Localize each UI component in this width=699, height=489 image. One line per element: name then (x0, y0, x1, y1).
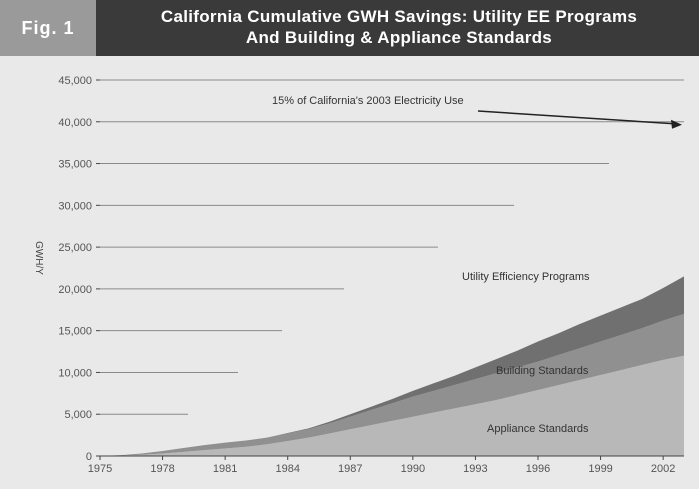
x-tick-label: 1996 (526, 463, 550, 475)
y-tick-label: 0 (86, 451, 92, 463)
x-tick-label: 1987 (338, 463, 362, 475)
y-tick-label: 5,000 (64, 409, 92, 421)
stacked-areas (100, 276, 684, 456)
y-tick-labels: 0 5,000 10,000 15,000 20,000 25,000 30,000 35,0… (58, 75, 92, 463)
axes (96, 79, 684, 460)
chart-title-line2: And Building & Appliance Standards (245, 28, 553, 47)
y-tick-label: 20,000 (58, 284, 92, 296)
x-tick-label: 1978 (150, 463, 174, 475)
label-utility-efficiency-programs: Utility Efficiency Programs (462, 271, 590, 283)
x-tick-label: 1999 (588, 463, 612, 475)
area-appliance-standards (100, 355, 684, 456)
x-tick-label: 1981 (213, 463, 237, 475)
x-tick-label: 1993 (463, 463, 487, 475)
y-tick-label: 15,000 (58, 326, 92, 338)
x-tick-label: 1984 (275, 463, 299, 475)
chart-title-line1: California Cumulative GWH Savings: Utili… (160, 7, 638, 26)
y-tick-label: 30,000 (58, 200, 92, 212)
gridlines (100, 79, 684, 415)
x-tick-labels: 1975 1978 1981 1984 1987 1990 1993 1996 1999 2002 (88, 463, 676, 475)
figure-label: Fig. 1 (0, 0, 96, 56)
y-axis-label: GWH/Y (33, 241, 44, 275)
y-tick-label: 25,000 (58, 242, 92, 254)
chart-header: Fig. 1 California Cumulative GWH Savings… (0, 0, 699, 56)
label-building-standards: Building Standards (496, 365, 589, 377)
y-tick-label: 40,000 (58, 117, 92, 129)
y-tick-label: 45,000 (58, 75, 92, 87)
y-tick-label: 35,000 (58, 159, 92, 171)
annotation-arrow-line (477, 110, 675, 125)
chart-title: California Cumulative GWH Savings: Utili… (104, 6, 694, 48)
annotation-arrow-head (671, 119, 682, 129)
x-tick-label: 1975 (88, 463, 112, 475)
annotations: 15% of California's 2003 Electricity Use… (272, 95, 590, 435)
x-tick-label: 1990 (401, 463, 425, 475)
y-tick-label: 10,000 (58, 367, 92, 379)
x-tick-label: 2002 (651, 463, 675, 475)
annotation-15-percent: 15% of California's 2003 Electricity Use (272, 95, 464, 107)
label-appliance-standards: Appliance Standards (487, 423, 589, 435)
